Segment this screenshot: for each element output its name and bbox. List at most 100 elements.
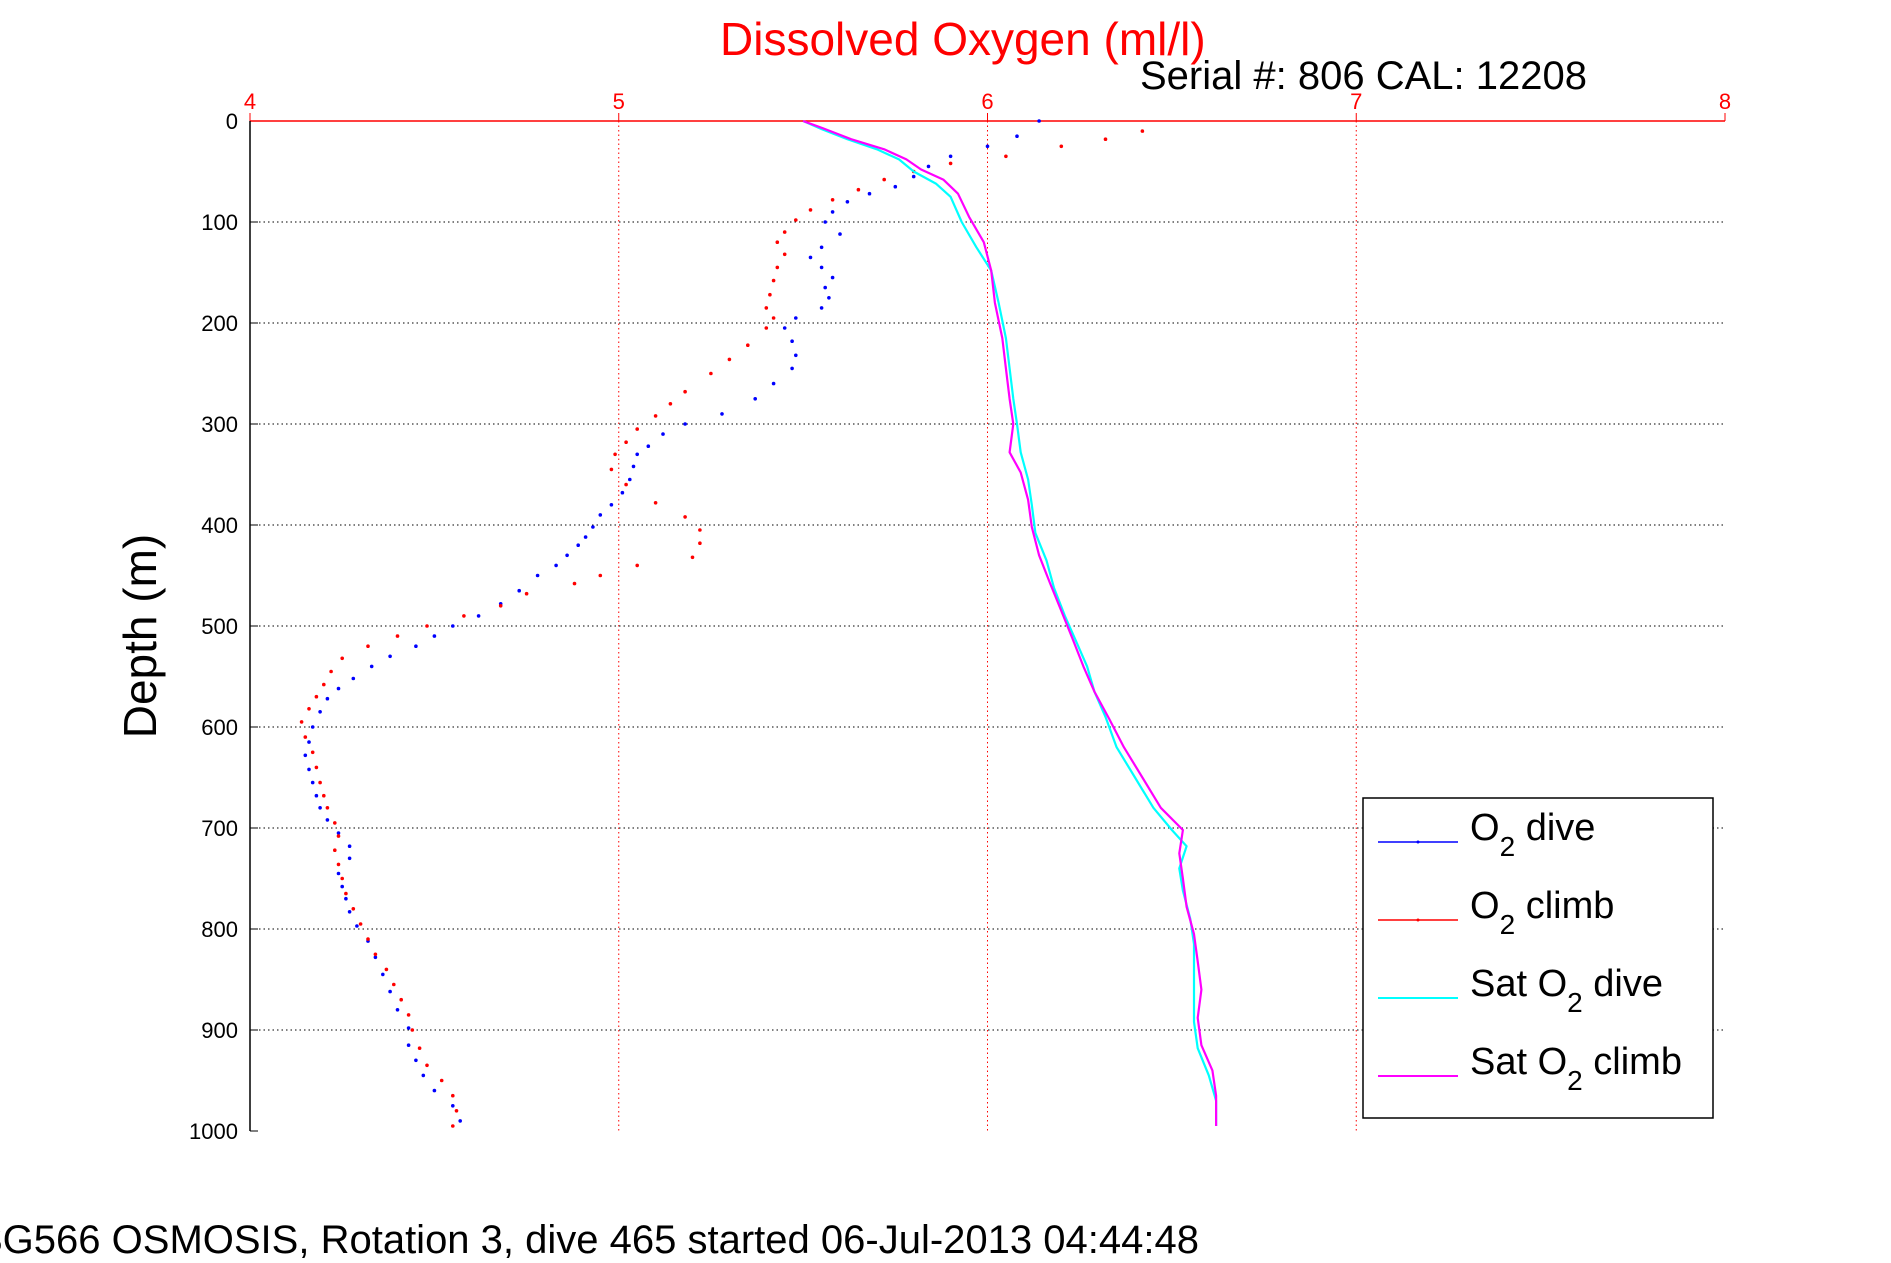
data-point-o2-dive xyxy=(867,191,872,196)
y-tick-label: 900 xyxy=(201,1018,238,1043)
legend: O2 dive O2 climb Sat O2 dive Sat O2 clim… xyxy=(1362,797,1714,1119)
data-point-o2-dive xyxy=(926,164,931,169)
data-point-o2-climb xyxy=(609,467,614,472)
data-point-o2-climb xyxy=(425,624,429,628)
data-point-o2-dive xyxy=(414,644,418,648)
data-point-o2-dive xyxy=(609,503,614,507)
data-point-o2-dive xyxy=(830,275,835,280)
data-point-o2-dive xyxy=(782,326,787,330)
data-point-o2-dive xyxy=(414,1058,418,1063)
y-tick-label: 300 xyxy=(201,412,238,437)
data-point-o2-climb xyxy=(775,240,780,244)
data-point-o2-climb xyxy=(598,573,603,578)
data-point-o2-climb xyxy=(635,563,639,568)
series-line-sat-o2-climb xyxy=(802,119,1218,1126)
data-point-o2-climb xyxy=(782,230,787,234)
data-point-o2-dive xyxy=(351,676,356,681)
legend-label-o2-climb-sub: 2 xyxy=(1500,909,1516,940)
x-tick-label: 7 xyxy=(1350,89,1362,114)
data-point-o2-dive xyxy=(340,884,345,889)
data-point-o2-dive xyxy=(421,1073,426,1078)
data-point-o2-climb xyxy=(668,402,673,406)
legend-label-o2-dive-sub: 2 xyxy=(1500,831,1516,862)
data-point-o2-dive xyxy=(893,184,898,189)
y-tick-label: 700 xyxy=(201,816,238,841)
data-point-o2-dive xyxy=(1015,134,1019,138)
data-point-o2-dive xyxy=(823,285,827,290)
data-point-o2-dive xyxy=(325,696,330,701)
data-point-o2-climb xyxy=(329,669,333,674)
data-point-o2-climb xyxy=(624,482,628,487)
data-point-o2-climb xyxy=(395,634,400,638)
data-point-o2-climb xyxy=(794,218,798,222)
data-point-o2-climb xyxy=(399,997,404,1002)
data-point-o2-climb xyxy=(333,821,337,825)
data-point-o2-dive xyxy=(620,490,625,495)
data-point-o2-climb xyxy=(314,694,319,699)
data-point-o2-climb xyxy=(782,252,787,257)
data-point-o2-dive xyxy=(838,232,842,236)
y-tick-label: 200 xyxy=(201,311,238,336)
data-point-o2-dive xyxy=(827,296,831,300)
y-tick-label: 400 xyxy=(201,513,238,538)
data-point-o2-climb xyxy=(709,371,713,376)
data-point-o2-dive xyxy=(790,366,794,371)
data-point-o2-dive xyxy=(406,1043,411,1047)
x-tick-label: 6 xyxy=(981,89,993,114)
data-point-o2-dive xyxy=(310,780,315,785)
data-point-o2-climb xyxy=(325,806,330,810)
data-point-o2-dive xyxy=(336,831,341,835)
data-point-o2-dive xyxy=(808,255,813,260)
data-point-o2-dive xyxy=(591,525,595,529)
data-point-o2-climb xyxy=(351,907,356,911)
data-point-o2-climb xyxy=(333,848,337,852)
data-point-o2-climb xyxy=(439,1078,444,1083)
y-tick-label: 500 xyxy=(201,614,238,639)
data-point-o2-climb xyxy=(303,735,308,739)
data-point-o2-climb xyxy=(454,1109,459,1113)
data-point-o2-climb xyxy=(882,177,886,182)
data-point-o2-dive xyxy=(535,573,540,578)
data-point-o2-climb xyxy=(572,581,577,586)
x-tick-label: 4 xyxy=(244,89,256,114)
data-point-o2-dive xyxy=(565,553,569,558)
data-point-o2-dive xyxy=(432,634,437,638)
data-point-o2-dive xyxy=(819,306,824,310)
chart-title: Dissolved Oxygen (ml/l) xyxy=(720,13,1206,65)
series-layer xyxy=(299,119,1218,1128)
data-point-o2-climb xyxy=(635,427,639,431)
data-point-o2-climb xyxy=(410,1028,415,1032)
data-point-o2-climb xyxy=(764,306,769,310)
data-point-o2-dive xyxy=(395,1008,400,1012)
data-point-o2-climb xyxy=(775,265,780,270)
data-point-o2-dive xyxy=(381,972,385,977)
data-point-o2-dive xyxy=(1037,119,1041,123)
data-point-o2-climb xyxy=(624,440,628,445)
data-point-o2-climb xyxy=(366,937,370,941)
data-point-o2-dive xyxy=(583,535,588,539)
data-point-o2-dive xyxy=(794,316,798,320)
data-point-o2-dive xyxy=(432,1088,437,1093)
data-point-o2-climb xyxy=(768,292,772,297)
data-point-o2-climb xyxy=(1140,129,1145,133)
data-point-o2-climb xyxy=(727,357,732,362)
data-point-o2-climb xyxy=(1103,137,1108,141)
data-point-o2-dive xyxy=(631,464,636,469)
data-point-o2-dive xyxy=(347,910,352,914)
data-point-o2-dive xyxy=(325,818,330,822)
data-point-o2-climb xyxy=(307,707,311,711)
data-point-o2-climb xyxy=(524,591,529,596)
data-point-o2-climb xyxy=(425,1063,429,1068)
y-tick-label: 1000 xyxy=(189,1119,238,1144)
data-point-o2-climb xyxy=(746,343,750,348)
data-point-o2-dive xyxy=(476,614,481,618)
data-point-o2-dive xyxy=(771,381,776,386)
y-tick-label: 0 xyxy=(226,109,238,134)
data-point-o2-climb xyxy=(771,316,776,320)
series-line-sat-o2-dive xyxy=(802,119,1218,1126)
data-point-o2-dive xyxy=(683,422,687,426)
data-point-o2-dive xyxy=(347,844,352,848)
data-point-o2-climb xyxy=(451,1093,455,1098)
